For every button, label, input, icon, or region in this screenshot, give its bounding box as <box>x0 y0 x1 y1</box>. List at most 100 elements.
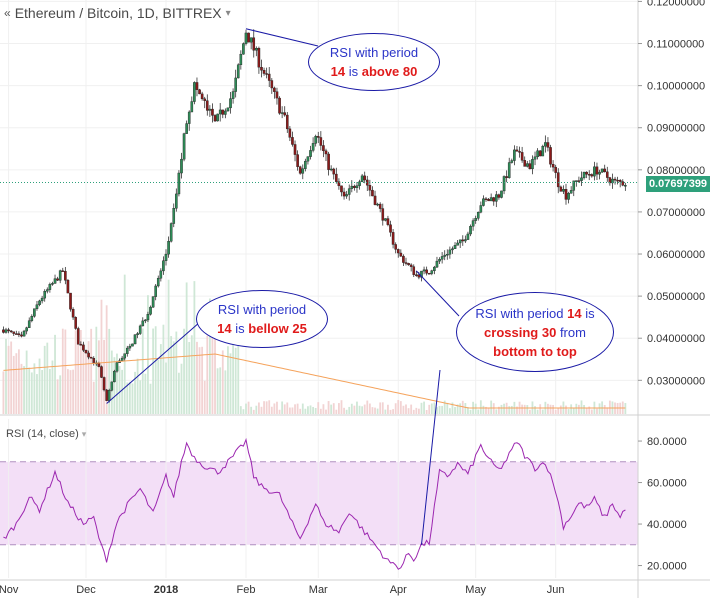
candle-body <box>252 37 256 51</box>
caret-down-icon[interactable]: ▾ <box>81 428 87 439</box>
candle-body <box>613 178 617 181</box>
candle-body <box>15 333 18 335</box>
rsi-band-fill <box>0 461 638 545</box>
volume-bar <box>229 353 232 414</box>
candle-body <box>624 185 627 187</box>
candle-body <box>79 344 83 346</box>
volume-bar <box>598 403 601 414</box>
candle-body <box>296 154 299 167</box>
volume-bar <box>118 366 121 414</box>
candle-body <box>598 171 601 175</box>
candle-body <box>291 137 294 145</box>
candle-body <box>105 389 108 401</box>
candle-body <box>445 254 449 256</box>
candle-body <box>363 175 367 181</box>
candle-body <box>386 218 390 225</box>
candle-body <box>580 177 583 181</box>
candle-body <box>218 109 222 115</box>
candle-body <box>572 180 576 191</box>
volume-bar <box>436 407 438 414</box>
candle-body <box>569 190 573 194</box>
candle-body <box>244 32 248 44</box>
volume-bar <box>288 407 291 414</box>
volume-bar <box>446 402 449 414</box>
x-tick-label: Apr <box>390 584 407 596</box>
candle-body <box>125 347 129 354</box>
volume-bar <box>126 382 129 414</box>
candle-body <box>600 168 604 173</box>
caret-down-icon[interactable]: ▾ <box>225 7 231 19</box>
candle-body <box>293 144 297 155</box>
candle-body <box>172 208 176 224</box>
candle-body <box>340 185 343 193</box>
candle-body <box>141 320 145 327</box>
candle-body <box>131 343 134 347</box>
candle-body <box>48 284 52 290</box>
volume-bar <box>451 402 454 414</box>
candle-body <box>603 168 607 173</box>
candle-body <box>304 160 307 169</box>
candle-body <box>358 181 361 186</box>
volume-bar <box>418 408 420 414</box>
candle-body <box>115 362 119 372</box>
volume-bar <box>20 363 23 414</box>
candle-body <box>551 164 555 168</box>
candle-body <box>198 89 201 95</box>
chart-header: « Ethereum / Bitcoin, 1D, BITTREX ▾ <box>4 5 231 21</box>
volume-bar <box>580 400 583 414</box>
volume-bar <box>534 406 536 414</box>
volume-bar <box>554 409 557 414</box>
volume-bar <box>606 407 609 414</box>
volume-bar <box>72 369 74 414</box>
candle-body <box>221 109 225 115</box>
collapse-icon[interactable]: « <box>4 6 11 20</box>
volume-bar <box>508 406 511 414</box>
volume-bar <box>438 405 441 414</box>
candle-body <box>247 32 250 43</box>
volume-bar <box>492 403 495 414</box>
volume-bar <box>157 359 160 414</box>
candle-body <box>621 181 625 186</box>
volume-bar <box>260 406 263 414</box>
candle-body <box>384 218 387 221</box>
candle-body <box>567 193 570 200</box>
candle-body <box>587 174 591 176</box>
candle-body <box>113 370 116 383</box>
volume-bar <box>296 403 299 414</box>
candle-body <box>353 185 356 188</box>
volume-bar <box>10 341 13 414</box>
candle-body <box>559 186 563 192</box>
candle-body <box>440 256 444 260</box>
candle-body <box>56 278 59 281</box>
candle-body <box>239 53 243 66</box>
candle-body <box>61 270 65 272</box>
volume-bar <box>309 405 312 414</box>
volume-bar <box>196 341 198 414</box>
candle-body <box>342 191 346 197</box>
y-tick-label: 0.07000000 <box>647 207 705 219</box>
candle-body <box>64 270 67 281</box>
volume-bar <box>366 400 369 414</box>
candle-body <box>71 308 75 318</box>
x-tick-label: 2018 <box>154 584 178 596</box>
candle-body <box>229 98 232 109</box>
volume-bar <box>335 409 338 414</box>
candle-body <box>203 98 207 101</box>
candle-body <box>345 194 348 197</box>
volume-bar <box>291 407 294 414</box>
candle-body <box>518 151 521 153</box>
callout-word: is <box>585 305 595 321</box>
volume-bar <box>578 404 580 414</box>
volume-bar <box>7 345 10 414</box>
volume-bar <box>304 408 307 414</box>
candle-body <box>154 285 157 297</box>
volume-bar <box>500 404 503 414</box>
callout-rsi-above-80: RSI with period 14 is above 80 <box>308 33 440 91</box>
candle-body <box>471 220 475 227</box>
candle-body <box>58 270 62 281</box>
candle-body <box>355 185 359 188</box>
candle-body <box>51 283 54 285</box>
volume-bar <box>54 334 56 414</box>
volume-bar <box>332 403 335 414</box>
